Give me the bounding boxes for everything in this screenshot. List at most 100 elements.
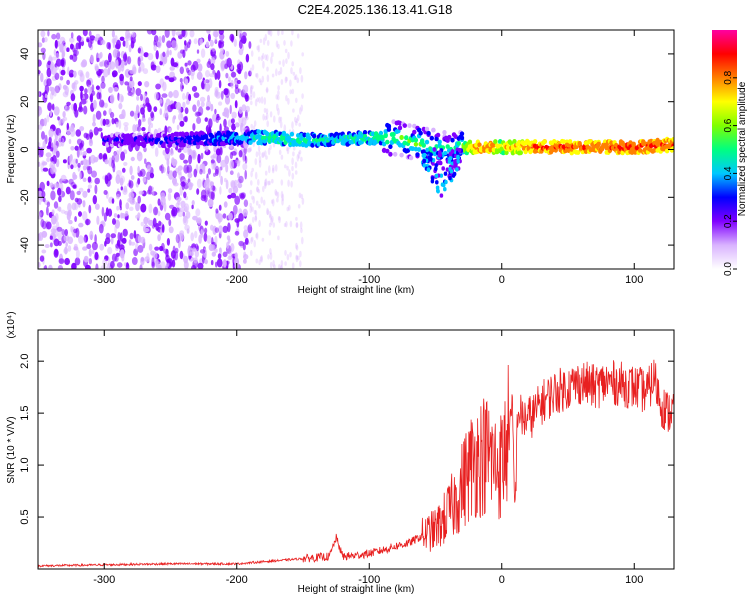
heatmap-cell [453,134,458,140]
heatmap-cell [150,250,155,256]
heatmap-cell [88,248,92,257]
heatmap-cell [252,196,255,204]
heatmap-cell [285,221,288,228]
heatmap-cell [294,74,298,81]
heatmap-cell [424,139,430,145]
heatmap-cell [402,123,407,128]
heatmap-cell [71,262,77,269]
heatmap-cell [110,133,115,138]
heatmap-cell [204,220,208,226]
snr-xtick-label: 0 [499,574,505,586]
heatmap-cell [298,192,302,199]
heatmap-cell [298,122,302,127]
heatmap-cell [279,66,283,75]
heatmap-cell [62,50,66,58]
heatmap-cell [149,172,155,179]
heatmap-cell [58,206,62,212]
heatmap-cell [435,132,441,138]
heatmap-cell [284,76,288,84]
heatmap-cell [286,147,290,155]
heatmap-cell [169,49,172,56]
heatmap-cell [80,61,87,68]
heatmap-cell [258,259,261,266]
heatmap-cell [169,149,174,156]
heatmap-cell [284,261,287,266]
heatmap-cell [280,179,284,186]
heatmap-cell [180,181,186,187]
heatmap-cell [194,250,199,258]
heatmap-cell [225,179,229,190]
heatmap-cell [187,139,193,144]
heatmap-cell [180,82,184,92]
heatmap-cell [64,85,69,96]
heatmap-cell [40,218,45,228]
heatmap-cell [135,201,140,212]
heatmap-cell [116,205,120,211]
heatmap-cell [112,49,118,58]
heatmap-cell [287,97,290,105]
heatmap-cell [265,108,269,114]
heatmap-cell [244,71,248,80]
heatmap-cell [299,107,302,115]
heatmap-cell [91,84,95,92]
heatmap-cell [210,49,213,56]
heatmap-cell [271,73,275,78]
heatmap-cell [404,135,409,141]
heatmap-cell [49,182,54,188]
colorbar-label: Normalized spectral amplitude [737,81,748,216]
heatmap-cell [277,71,281,76]
heatmap-cell [274,164,278,172]
heatmap-cell [290,40,293,47]
heatmap-cell [89,132,94,138]
heatmap-cell [264,170,268,176]
heatmap-cell [434,136,439,142]
heatmap-cell [239,33,243,42]
heatmap-cell [245,105,251,113]
heatmap-cell [78,187,84,193]
heatmap-cell [127,56,132,65]
heatmap-cell [41,249,47,254]
heatmap-cell [268,229,272,236]
heatmap-cell [78,40,82,50]
spectrogram-ytick-label: -20 [19,189,31,205]
heatmap-cell [146,164,152,172]
heatmap-cell [108,52,112,63]
heatmap-cell [55,158,60,168]
heatmap-cell [50,242,53,248]
snr-xtick-label: -200 [226,574,248,586]
heatmap-cell [99,99,105,108]
heatmap-cell [76,198,83,205]
heatmap-cell [173,115,177,120]
heatmap-cell [222,213,227,219]
heatmap-cell [292,146,296,151]
heatmap-cell [378,130,384,136]
heatmap-cell [295,221,299,229]
heatmap-cell [186,228,190,234]
heatmap-cell [264,54,268,61]
heatmap-cell [103,190,108,195]
heatmap-cell [291,172,295,180]
heatmap-cell [418,130,423,136]
heatmap-cell [147,104,152,113]
heatmap-cell [57,240,62,246]
heatmap-cell [301,197,305,205]
heatmap-cell [60,209,66,214]
heatmap-cell [61,118,65,124]
heatmap-cell [166,50,170,58]
heatmap-cell [80,71,83,78]
heatmap-cell [85,218,89,226]
heatmap-cell [469,143,474,149]
heatmap-cell [249,222,252,228]
heatmap-cell [175,196,182,202]
heatmap-cell [289,131,295,137]
heatmap-cell [129,232,134,240]
heatmap-cell [139,264,143,269]
heatmap-cell [148,243,153,251]
heatmap-cell [75,158,78,164]
heatmap-cell [70,32,74,39]
heatmap-cell [236,79,241,85]
heatmap-cell [276,103,279,112]
heatmap-cell [141,117,146,123]
heatmap-cell [422,158,427,164]
heatmap-cell [286,146,289,152]
